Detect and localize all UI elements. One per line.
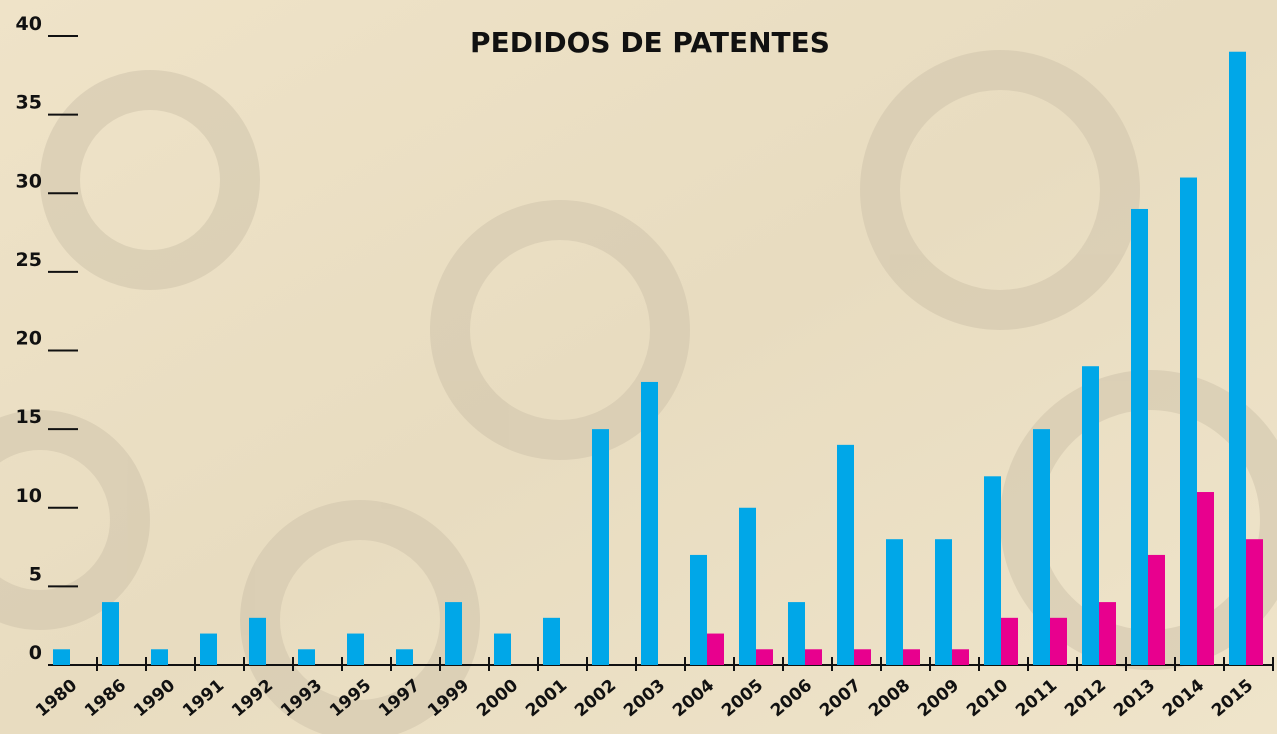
bar: [1197, 492, 1214, 665]
bar: [1180, 177, 1197, 665]
y-tick-label: 35: [16, 92, 42, 114]
bar: [707, 633, 724, 665]
bar: [1050, 617, 1067, 665]
y-tick-label: 40: [16, 13, 42, 35]
bar: [53, 649, 70, 665]
bar: [347, 633, 364, 665]
chart-title: PEDIDOS DE PATENTES: [470, 26, 830, 59]
bar: [1033, 429, 1050, 665]
bar: [788, 602, 805, 665]
bar: [641, 381, 658, 665]
bar: [1001, 617, 1018, 665]
bar: [805, 649, 822, 665]
bar: [445, 602, 462, 665]
bar: [249, 617, 266, 665]
bar: [102, 602, 119, 665]
bar: [396, 649, 413, 665]
y-tick-label: 20: [16, 328, 42, 350]
bar: [298, 649, 315, 665]
y-tick-label: 10: [16, 485, 42, 507]
bar: [200, 633, 217, 665]
bar: [1131, 208, 1148, 665]
bar: [903, 649, 920, 665]
y-tick-label: 25: [16, 249, 42, 271]
bar: [837, 444, 854, 665]
bar: [543, 617, 560, 665]
bar: [935, 539, 952, 665]
bar: [854, 649, 871, 665]
bar: [1148, 554, 1165, 665]
bar: [952, 649, 969, 665]
bar: [592, 429, 609, 665]
bar: [690, 554, 707, 665]
y-tick-label: 15: [16, 406, 42, 428]
y-tick-label: 5: [29, 563, 42, 585]
bar: [1229, 51, 1246, 666]
bar: [756, 649, 773, 665]
bar: [1246, 539, 1263, 665]
bar: [984, 476, 1001, 665]
bar: [1099, 602, 1116, 665]
bar: [151, 649, 168, 665]
bar: [886, 539, 903, 665]
bar: [739, 507, 756, 665]
bar: [1082, 366, 1099, 665]
bar: [494, 633, 511, 665]
y-tick-label: 30: [16, 170, 42, 192]
y-tick-label: 0: [29, 642, 42, 664]
